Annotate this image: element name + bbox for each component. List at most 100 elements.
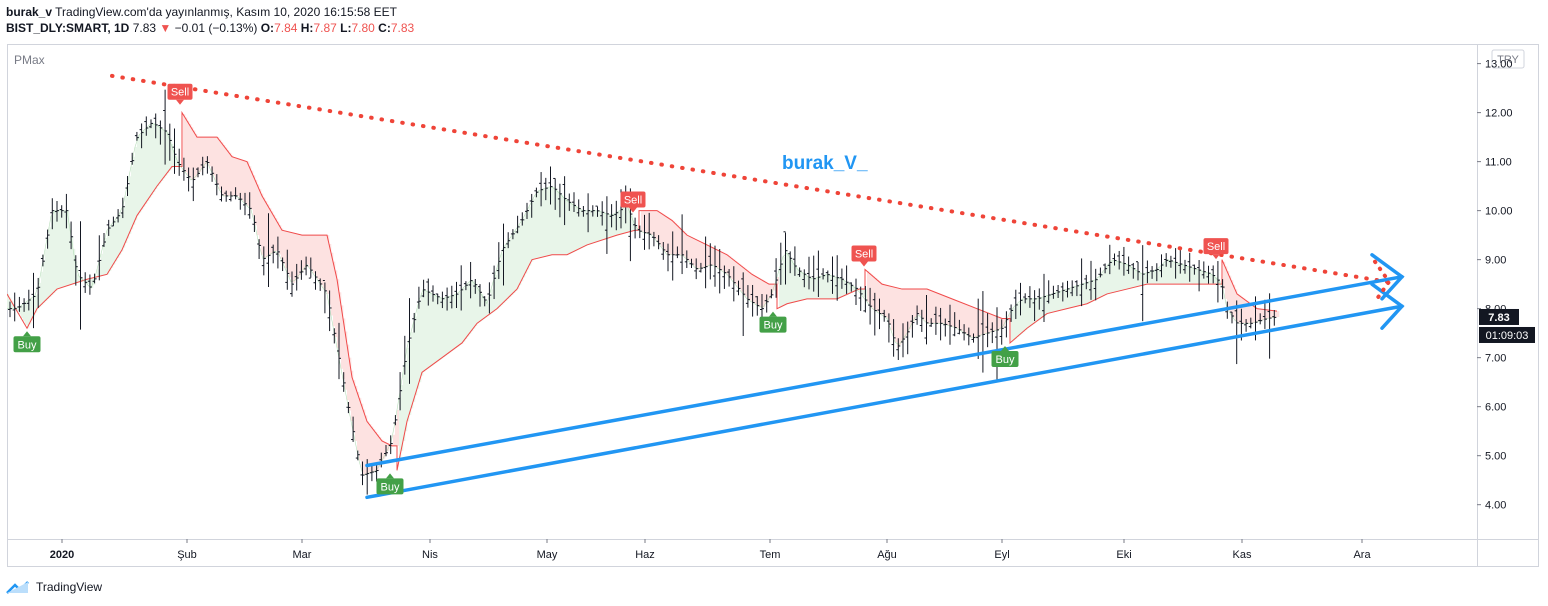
pmax-band-fill bbox=[641, 210, 644, 232]
pmax-band-fill bbox=[341, 305, 344, 369]
pmax-band-fill bbox=[337, 279, 340, 348]
time-tick-label: Nis bbox=[422, 549, 438, 561]
pmax-band-fill bbox=[1091, 281, 1094, 302]
signal-badge bbox=[759, 316, 787, 333]
pmax-band-fill bbox=[1263, 309, 1266, 320]
footer-brand[interactable]: TradingView bbox=[6, 579, 102, 595]
price-tick-label: 6.00 bbox=[1485, 402, 1506, 414]
pmax-band-fill bbox=[1065, 289, 1068, 310]
pmax-band-fill bbox=[565, 198, 568, 255]
signal-label: Buy bbox=[381, 481, 400, 493]
pmax-band-fill bbox=[559, 192, 562, 255]
pmax-band-fill bbox=[657, 210, 660, 242]
sell-signal: Sell bbox=[1203, 238, 1229, 260]
pmax-band-fill bbox=[167, 132, 170, 174]
pmax-band-fill bbox=[397, 409, 400, 446]
pmax-band-fill bbox=[627, 205, 630, 233]
pmax-band-fill bbox=[1253, 305, 1256, 324]
pmax-band-fill bbox=[363, 409, 366, 475]
pmax-band-fill bbox=[885, 284, 888, 318]
pmax-band-fill bbox=[59, 210, 62, 289]
pmax-band-fill bbox=[345, 331, 348, 390]
pmax-band-fill bbox=[367, 421, 370, 474]
pmax-band-fill bbox=[549, 187, 552, 256]
pmax-band-fill bbox=[603, 212, 606, 240]
pmax-band-fill bbox=[1235, 289, 1238, 321]
signal-labels: Buy Sell Buy Sell Buy Sell Buy Sell bbox=[13, 83, 1229, 495]
pmax-band-fill bbox=[459, 291, 462, 346]
pmax-band-fill bbox=[665, 215, 668, 253]
pmax-band-fill bbox=[691, 237, 694, 264]
pmax-band-fill bbox=[749, 271, 752, 301]
price-tick-label: 13.00 bbox=[1485, 59, 1513, 71]
sell-signal: Sell bbox=[167, 83, 193, 105]
pmax-band-fill bbox=[505, 245, 508, 301]
time-tick-label: Haz bbox=[635, 549, 655, 561]
down-arrow-icon: ▼ bbox=[159, 21, 172, 35]
author-name[interactable]: burak_v bbox=[6, 5, 53, 19]
pmax-band-fill bbox=[583, 210, 586, 247]
pmax-band-fill bbox=[777, 276, 780, 285]
pmax-band-fill bbox=[569, 202, 572, 254]
time-tick-label: Eki bbox=[1116, 549, 1131, 561]
price-axis[interactable]: 4.005.006.007.008.009.0010.0011.0012.001… bbox=[1477, 59, 1513, 512]
pmax-band-fill bbox=[387, 443, 390, 451]
pmax-band-fill bbox=[1223, 261, 1226, 290]
pmax-band-fill bbox=[567, 200, 570, 255]
pmax-band-fill bbox=[755, 276, 758, 305]
symbol-label[interactable]: BIST_DLY:SMART, 1D bbox=[6, 21, 130, 35]
signal-pointer bbox=[629, 207, 637, 213]
pmax-band-fill bbox=[299, 234, 302, 275]
currency-badge[interactable]: TRY bbox=[1491, 49, 1525, 69]
pmax-band-fill bbox=[453, 295, 456, 350]
pmax-band-fill bbox=[807, 275, 810, 299]
chart-area[interactable]: PMax TRY 4.005.006.007.008.009.0010.0011… bbox=[6, 44, 1539, 567]
pmax-band-fill bbox=[279, 225, 282, 255]
pmax-band-fill bbox=[473, 280, 476, 329]
pmax-band-fill bbox=[77, 274, 80, 283]
trendlines[interactable] bbox=[110, 73, 1405, 500]
price-tick-label: 11.00 bbox=[1485, 157, 1512, 169]
pmax-band-fill bbox=[325, 235, 328, 292]
open-label: O: bbox=[260, 21, 275, 35]
pmax-band-fill bbox=[1199, 270, 1202, 285]
pmax-band-fill bbox=[1035, 298, 1038, 323]
pmax-band-fill bbox=[141, 133, 144, 210]
pmax-band-fill bbox=[707, 244, 710, 267]
pmax-band-fill bbox=[43, 260, 46, 303]
pmax-band-fill bbox=[183, 114, 186, 170]
pmax-band-fill bbox=[983, 311, 986, 335]
pmax-band-fill bbox=[103, 245, 106, 276]
pmax-band-fill bbox=[49, 227, 52, 297]
pmax-band-fill bbox=[1229, 275, 1232, 312]
buy-signal: Buy bbox=[759, 311, 787, 333]
pmax-band-fill bbox=[703, 242, 706, 268]
pmax-band-fill bbox=[491, 289, 494, 314]
pmax-band-fill bbox=[521, 221, 524, 282]
pmax-band-fill bbox=[471, 280, 474, 332]
time-axis[interactable]: 2020 Şub Mar Nis May Haz Tem Ağu Eyl Eki Kas Ara bbox=[50, 539, 1372, 561]
pmax-band-fill bbox=[107, 230, 110, 275]
pmax-band-fill bbox=[1249, 302, 1252, 324]
pmax-band-fill bbox=[1239, 295, 1242, 324]
pmax-band-fill bbox=[257, 184, 260, 236]
pmax-band-fill bbox=[679, 227, 682, 255]
pmax-band-fill bbox=[113, 222, 116, 265]
pmax-band-fill bbox=[747, 270, 750, 299]
pmax-band-fill bbox=[1251, 304, 1254, 324]
pmax-band-fill bbox=[533, 198, 536, 260]
pmax-band-fill bbox=[617, 212, 620, 236]
pmax-band-fill bbox=[303, 235, 306, 270]
pmax-band-fill bbox=[705, 243, 708, 267]
pmax-band-fill bbox=[39, 282, 42, 307]
pmax-band-fill bbox=[109, 227, 112, 272]
pmax-band-fill bbox=[91, 278, 94, 289]
pmax-band-fill bbox=[395, 422, 398, 446]
pmax-band-fill bbox=[443, 298, 446, 357]
price-chart-svg[interactable]: PMax TRY 4.005.006.007.008.009.0010.0011… bbox=[6, 44, 1539, 567]
pmax-band-fill bbox=[327, 235, 330, 294]
chart-frame-border bbox=[7, 44, 1539, 567]
pmax-band-fill bbox=[811, 278, 814, 299]
pmax-band-fill bbox=[1117, 261, 1120, 292]
pmax-band-fill bbox=[1219, 281, 1222, 285]
